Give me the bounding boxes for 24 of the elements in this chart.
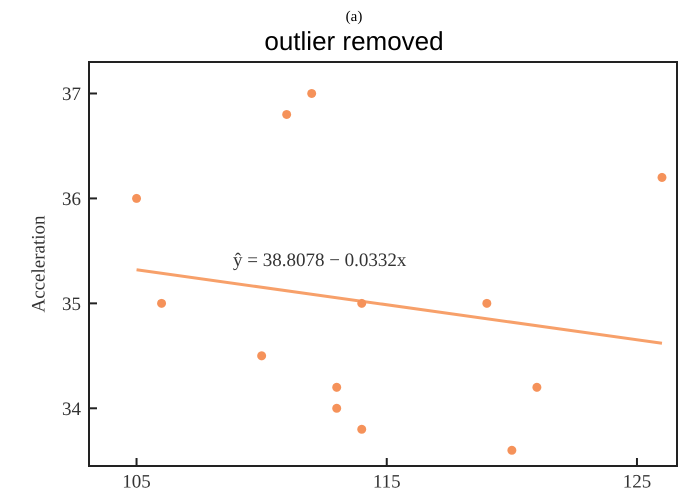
point <box>157 298 166 308</box>
point <box>657 172 666 182</box>
y-tick-label: 36 <box>62 189 81 210</box>
point <box>482 298 492 308</box>
chart-title: (a) <box>344 8 364 26</box>
annotation: ŷ = 38.8078 − 0.0332x <box>233 250 406 272</box>
point <box>532 382 542 392</box>
chart-subtitle: outlier removed <box>263 26 445 56</box>
point <box>357 298 366 308</box>
x-tick-label: 115 <box>372 471 401 492</box>
y-tick-label: 35 <box>62 294 81 316</box>
point <box>257 351 266 360</box>
point <box>132 194 142 203</box>
y-axis-title: Acceleration <box>28 214 50 313</box>
point <box>357 424 366 434</box>
x-tick-label: 105 <box>122 471 151 492</box>
point <box>307 88 316 98</box>
y-tick-label: 34 <box>62 399 82 420</box>
point <box>507 446 516 455</box>
point <box>282 110 292 119</box>
y-tick-label: 37 <box>62 84 81 106</box>
point <box>332 382 342 392</box>
x-tick-label: 125 <box>622 471 652 492</box>
point <box>332 404 342 413</box>
